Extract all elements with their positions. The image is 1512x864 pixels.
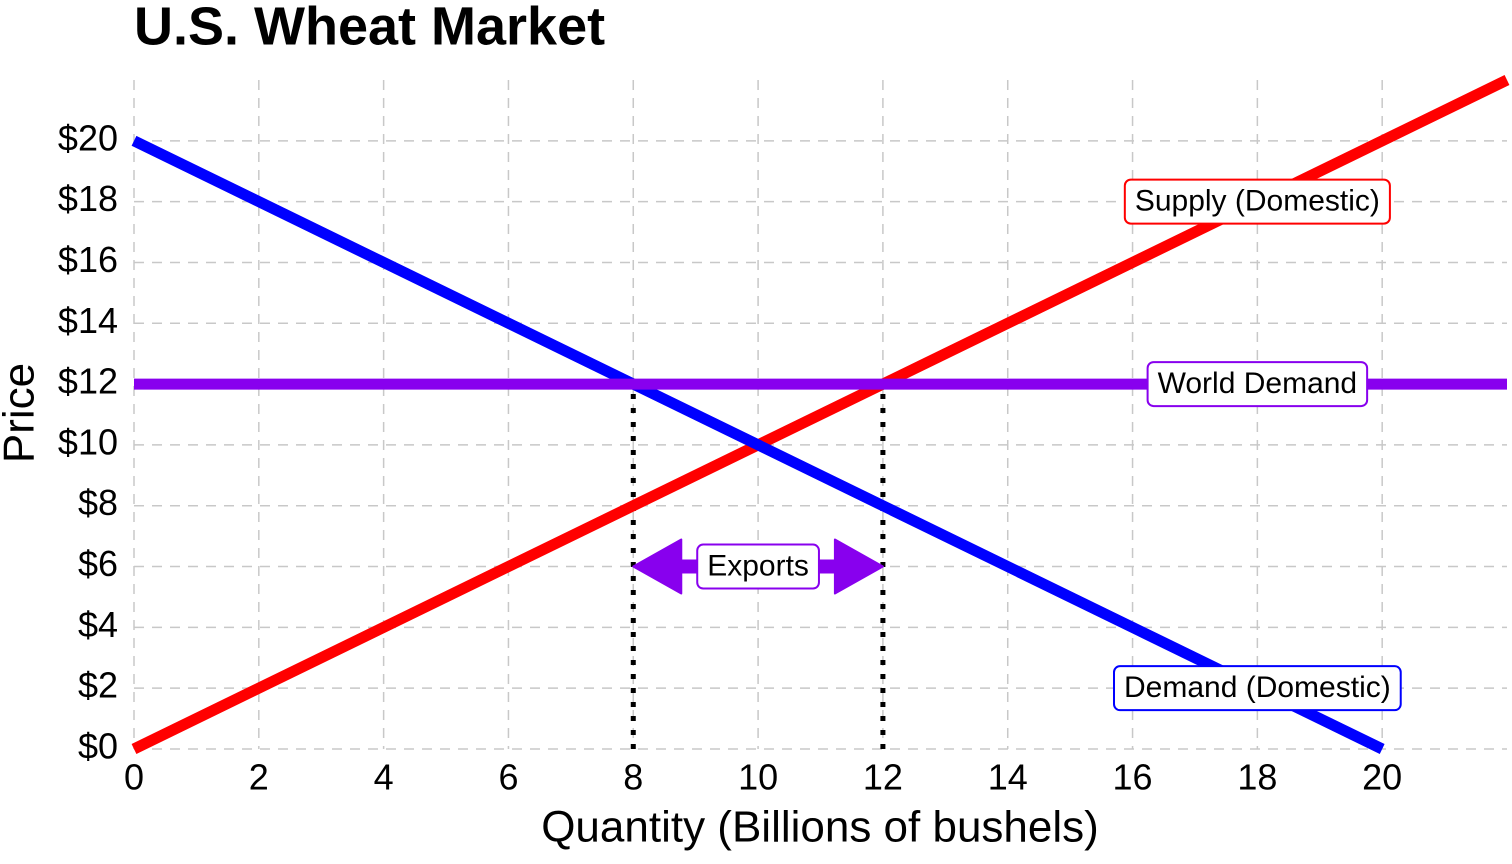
x-tick-label: 16 <box>1113 757 1153 798</box>
label-text: Exports <box>707 549 809 582</box>
series-label: Demand (Domestic) <box>1112 665 1402 712</box>
series-label: Supply (Domestic) <box>1123 178 1391 225</box>
y-tick-label: $12 <box>58 361 118 402</box>
y-tick-label: $16 <box>58 239 118 280</box>
label-text: Supply (Domestic) <box>1135 185 1380 218</box>
x-tick-label: 10 <box>738 757 778 798</box>
label-box <box>696 543 820 590</box>
x-tick-label: 12 <box>863 757 903 798</box>
y-axis-label: Price <box>0 363 44 463</box>
y-tick-label: $18 <box>58 178 118 219</box>
x-tick-label: 2 <box>249 757 269 798</box>
label-box <box>1146 361 1369 408</box>
x-tick-label: 18 <box>1237 757 1277 798</box>
y-tick-label: $8 <box>78 482 118 523</box>
label-box <box>1112 665 1402 712</box>
label-text: World Demand <box>1158 367 1358 400</box>
exports-label: Exports <box>696 543 820 590</box>
chart-title: U.S. Wheat Market <box>134 0 605 56</box>
x-axis-label: Quantity (Billions of bushels) <box>541 803 1099 852</box>
y-tick-label: $2 <box>78 665 118 706</box>
x-tick-label: 20 <box>1362 757 1402 798</box>
x-tick-label: 8 <box>623 757 643 798</box>
y-tick-label: $20 <box>58 117 118 158</box>
y-tick-label: $6 <box>78 543 118 584</box>
y-tick-label: $10 <box>58 421 118 462</box>
y-tick-label: $0 <box>78 726 118 767</box>
x-tick-label: 6 <box>498 757 518 798</box>
series-line <box>131 135 1385 754</box>
x-tick-label: 4 <box>374 757 394 798</box>
grid <box>133 80 1507 750</box>
y-tick-label: $14 <box>58 300 118 341</box>
x-tick-label: 14 <box>988 757 1028 798</box>
series-label: World Demand <box>1146 361 1369 408</box>
x-tick-label: 0 <box>124 757 144 798</box>
y-tick-label: $4 <box>78 604 118 645</box>
label-box <box>1123 178 1391 225</box>
label-text: Demand (Domestic) <box>1124 671 1391 704</box>
